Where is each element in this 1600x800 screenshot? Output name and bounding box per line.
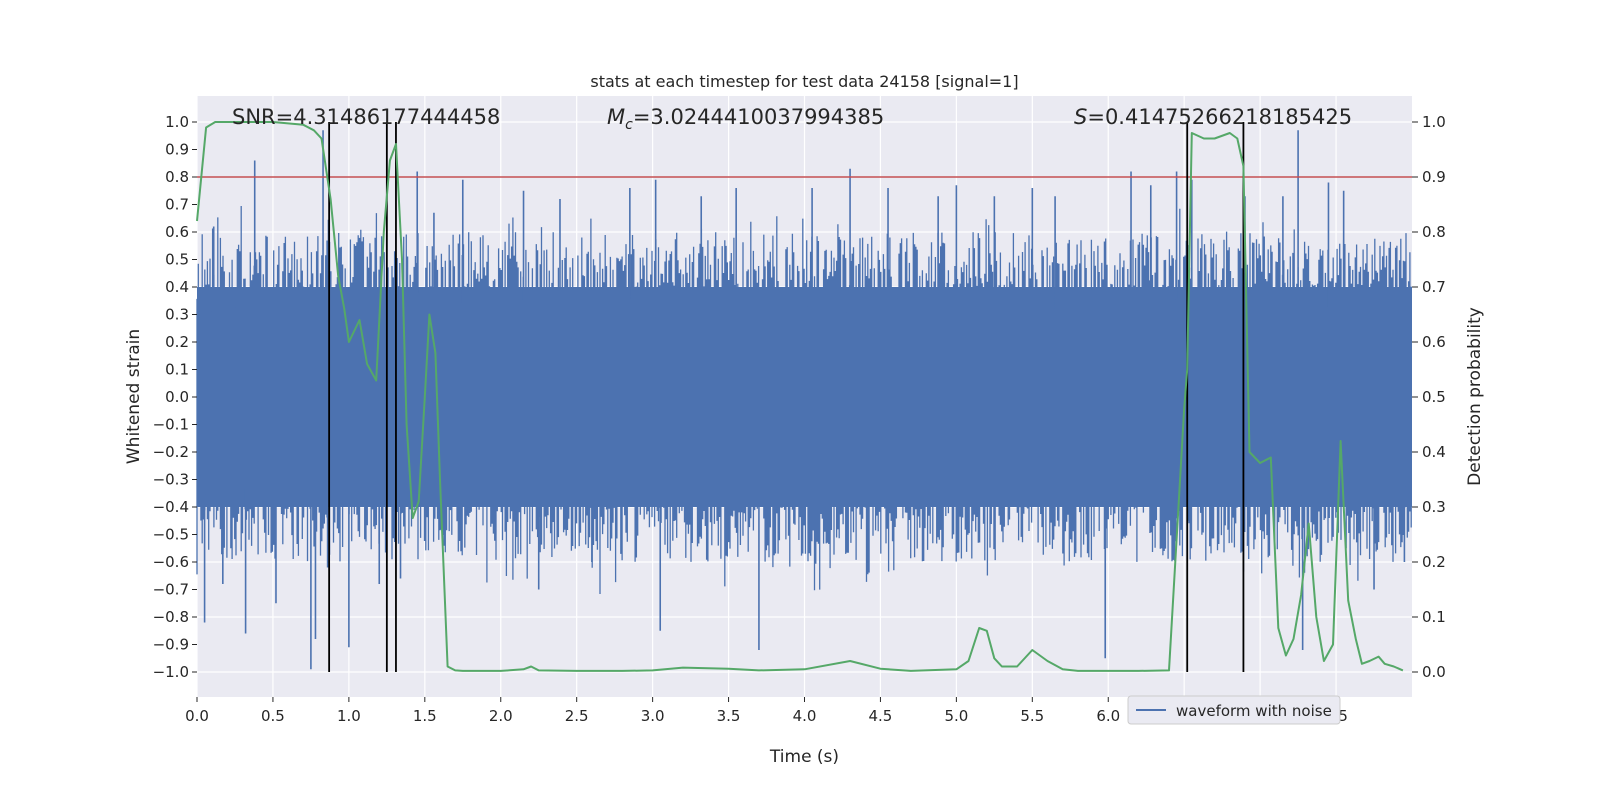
x-tick-label-7: 3.5	[717, 707, 741, 725]
detection-probability-line-0	[196, 121, 1404, 672]
x-tick-label-5: 2.5	[565, 707, 589, 725]
y-right-tick-label-2: 0.8	[1422, 223, 1446, 241]
overlay-lines	[197, 122, 1412, 672]
y-left-tick-label-17: −0.7	[153, 581, 189, 599]
x-tick-label-8: 4.0	[793, 707, 817, 725]
y-left-tick-label-16: −0.6	[153, 553, 189, 571]
y-left-tick-label-6: 0.4	[165, 278, 189, 296]
y-right-tick-label-10: 0.0	[1422, 663, 1446, 681]
y-left-tick-label-2: 0.8	[165, 168, 189, 186]
y-right-tick-label-8: 0.2	[1422, 553, 1446, 571]
waveform-spikes	[196, 206, 1412, 594]
y-left-tick-label-3: 0.7	[165, 196, 189, 214]
y-left-tick-label-20: −1.0	[153, 663, 189, 681]
y-right-tick-label-5: 0.5	[1422, 388, 1446, 406]
legend-box	[1127, 695, 1341, 725]
y-left-tick-label-14: −0.4	[153, 498, 189, 516]
x-tick-label-12: 6.0	[1096, 707, 1120, 725]
y-left-tick-label-4: 0.6	[165, 223, 189, 241]
y-right-tick-label-0: 1.0	[1422, 113, 1446, 131]
x-tick-label-2: 1.0	[337, 707, 361, 725]
s-symbol: S	[1074, 105, 1087, 129]
waveform-series	[196, 130, 1412, 670]
x-tick-label-6: 3.0	[641, 707, 665, 725]
y-axis-label-right: Detection probability	[1465, 307, 1485, 486]
x-tick-label-9: 4.5	[869, 707, 893, 725]
chirp-mass-value: =3.0244410037994385	[633, 105, 884, 129]
y-left-tick-label-9: 0.1	[165, 361, 189, 379]
y-right-tick-label-3: 0.7	[1422, 278, 1446, 296]
chart-title: stats at each timestep for test data 241…	[590, 72, 1018, 91]
chirp-mass-subscript: c	[625, 117, 633, 133]
y-left-tick-label-11: −0.1	[153, 416, 189, 434]
x-tick-label-11: 5.5	[1020, 707, 1044, 725]
legend: waveform with noise	[1127, 695, 1341, 725]
y-left-tick-label-19: −0.9	[153, 636, 189, 654]
snr-annotation: SNR=4.31486177444458	[232, 105, 500, 129]
y-left-tick-label-10: 0.0	[165, 388, 189, 406]
x-axis-label: Time (s)	[769, 747, 839, 767]
y-left-tick-label-15: −0.5	[153, 526, 189, 544]
y-right-tick-label-1: 0.9	[1422, 168, 1446, 186]
y-left-tick-label-12: −0.2	[153, 443, 189, 461]
chirp-mass-symbol: M	[607, 105, 625, 129]
y-left-tick-label-7: 0.3	[165, 306, 189, 324]
chirp-mass-annotation: Mc=3.0244410037994385	[607, 105, 884, 133]
y-right-tick-label-7: 0.3	[1422, 498, 1446, 516]
x-tick-label-0: 0.0	[185, 707, 209, 725]
x-tick-label-4: 2.0	[489, 707, 513, 725]
s-value: =0.41475266218185425	[1087, 105, 1352, 129]
legend-label-waveform: waveform with noise	[1176, 702, 1332, 720]
y-right-tick-label-4: 0.6	[1422, 333, 1446, 351]
detection-probability-series	[196, 121, 1404, 672]
x-tick-label-3: 1.5	[413, 707, 437, 725]
y-right-tick-label-6: 0.4	[1422, 443, 1446, 461]
y-left-tick-label-0: 1.0	[165, 113, 189, 131]
x-tick-label-10: 5.0	[944, 707, 968, 725]
y-left-tick-label-1: 0.9	[165, 141, 189, 159]
axes: 0.00.51.01.52.02.53.03.54.04.55.05.56.06…	[153, 113, 1446, 725]
y-axis-label-left: Whitened strain	[124, 329, 144, 464]
y-left-tick-label-13: −0.3	[153, 471, 189, 489]
y-left-tick-label-8: 0.2	[165, 333, 189, 351]
s-annotation: S=0.41475266218185425	[1074, 105, 1352, 129]
y-right-tick-label-9: 0.1	[1422, 608, 1446, 626]
y-left-tick-label-5: 0.5	[165, 251, 189, 269]
x-tick-label-1: 0.5	[261, 707, 285, 725]
y-left-tick-label-18: −0.8	[153, 608, 189, 626]
